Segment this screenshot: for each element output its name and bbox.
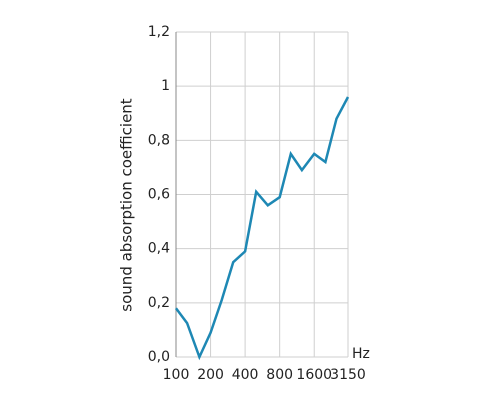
y-tick-label: 1,2 [148,24,170,40]
x-tick-label: 200 [197,367,224,383]
x-tick-label: 100 [163,367,190,383]
y-tick-label: 0,2 [148,295,170,311]
y-tick-label: 0,8 [148,132,170,148]
y-tick-label: 0,6 [148,187,170,203]
data-line [175,96,350,361]
y-axis-label: sound absorption coefficient [118,98,136,311]
x-tick-label: 1600 [296,367,332,383]
y-tick-label: 0,4 [148,241,170,257]
x-axis-label: Hz [352,346,370,362]
y-tick-label: 0,0 [148,349,170,365]
x-tick-label: 3150 [330,367,366,383]
x-tick-label: 800 [266,367,293,383]
y-tick-label: 1 [161,78,170,94]
x-tick-label: 400 [232,367,259,383]
